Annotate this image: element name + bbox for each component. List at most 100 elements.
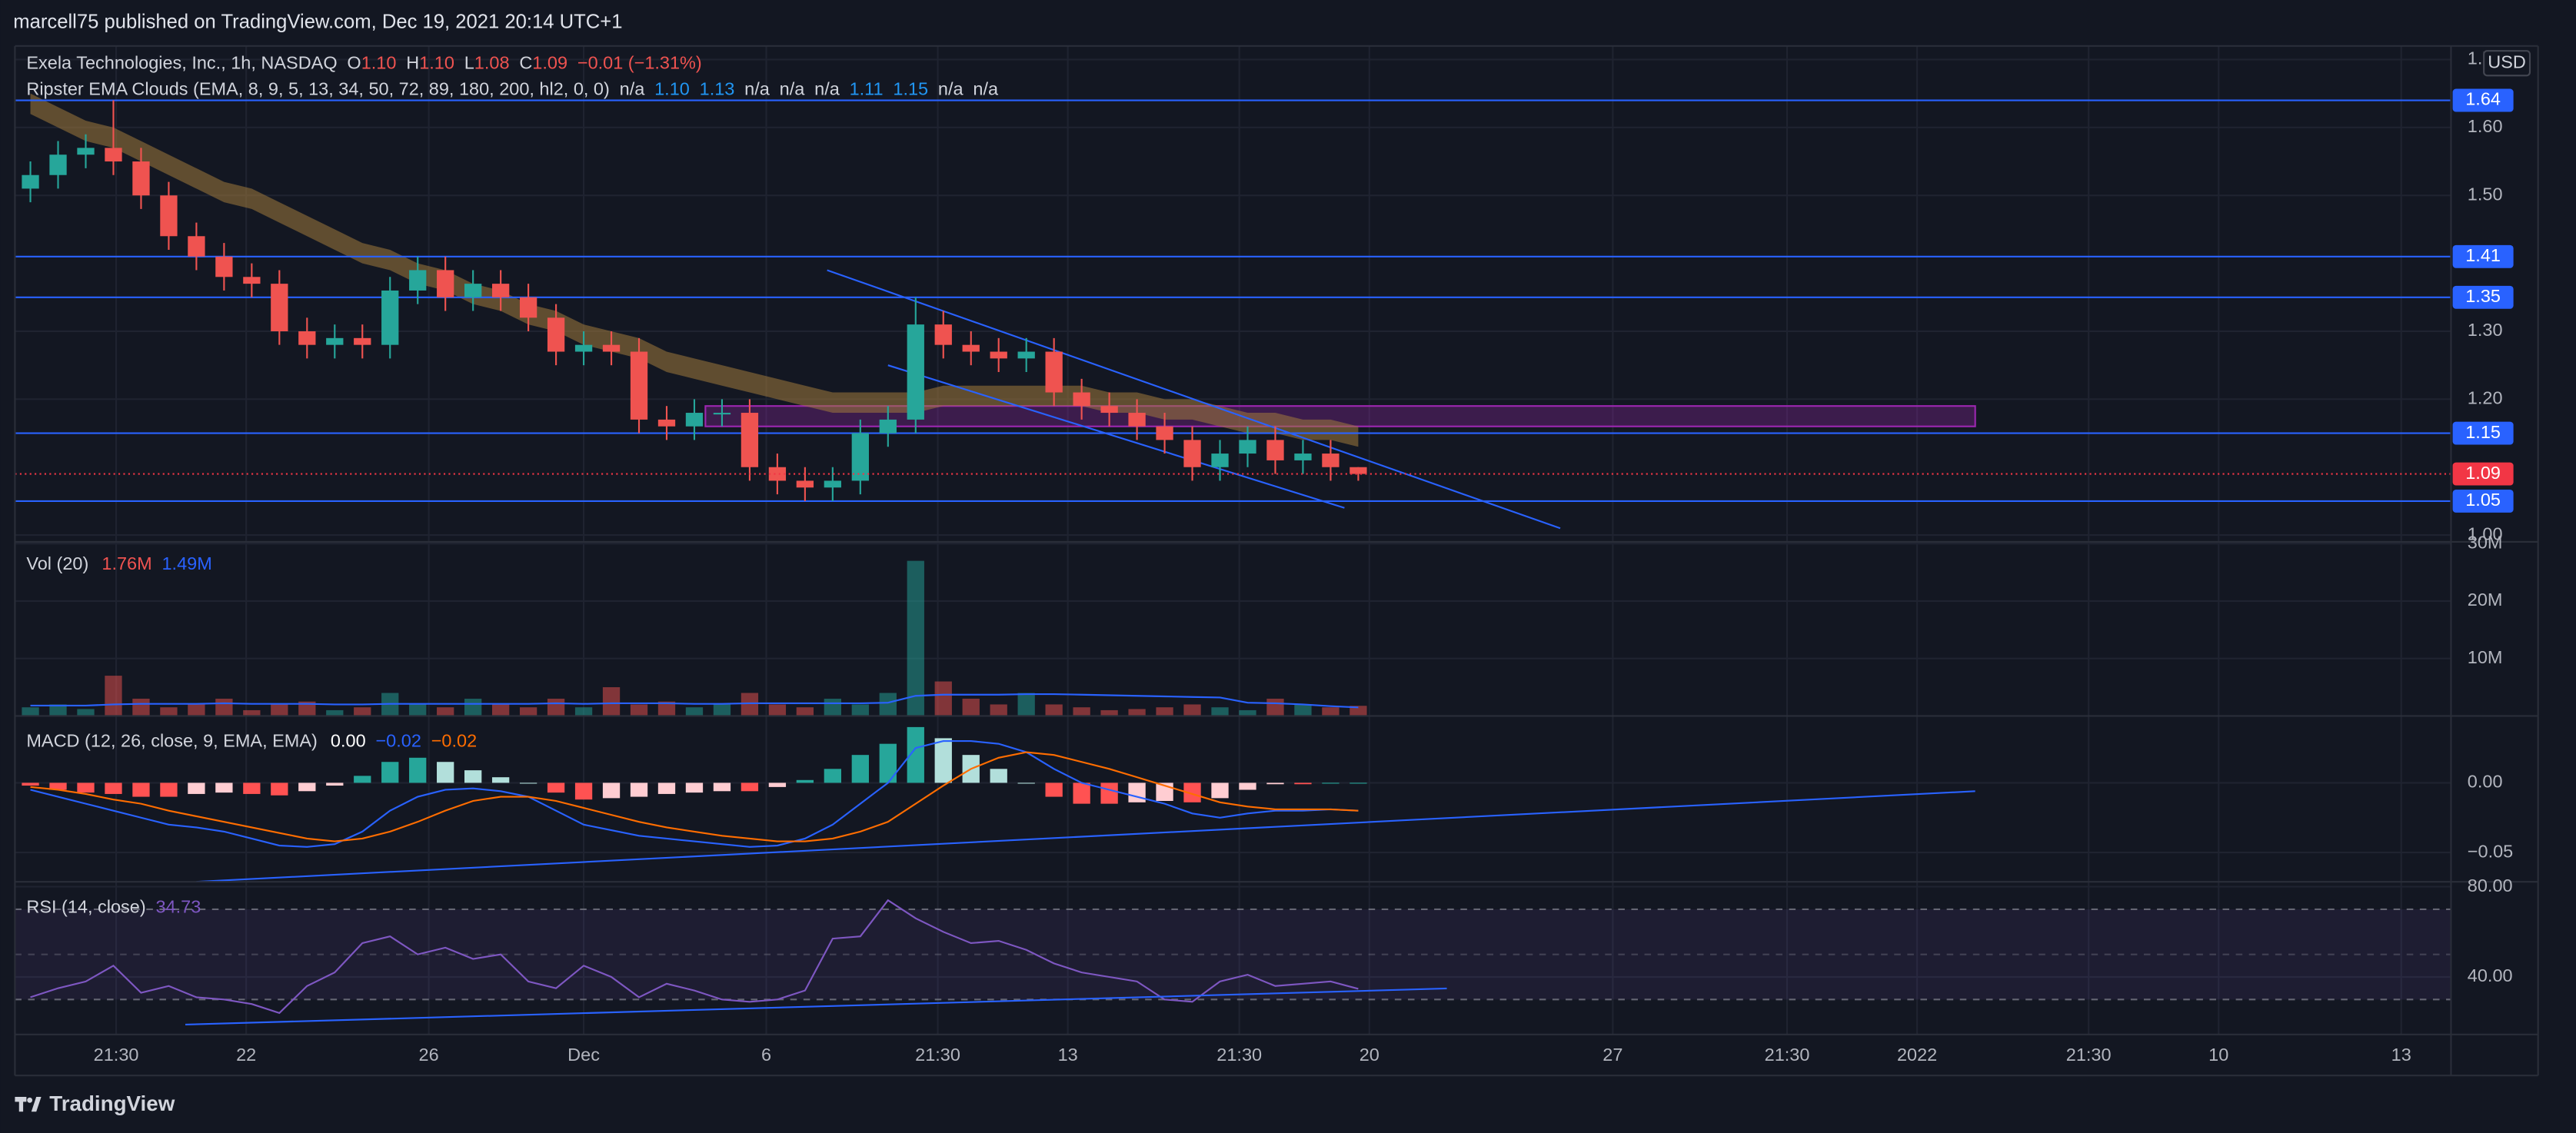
histogram-bar (574, 782, 593, 800)
ema-cloud (30, 93, 1359, 447)
volume-bar (602, 687, 621, 716)
candle-body (1350, 467, 1367, 474)
candle-body (796, 480, 814, 488)
price-tag (2452, 285, 2514, 309)
candle-body (1183, 440, 1201, 467)
histogram-bar (1239, 782, 1256, 790)
candle-body (464, 284, 482, 297)
histogram-bar (685, 782, 704, 793)
volume-bar (907, 560, 924, 716)
histogram-bar (630, 782, 648, 797)
candle-body (381, 290, 399, 345)
volume-bar (851, 704, 869, 716)
candle-body (824, 480, 842, 488)
volume-bar (1073, 707, 1090, 716)
legend-item: C (519, 53, 532, 73)
volume-bar (962, 698, 980, 716)
histogram-bar (381, 762, 399, 783)
candle-body (1294, 454, 1312, 460)
legend-item: Ripster EMA Clouds (EMA, 8, 9, 5, 13, 34… (26, 79, 609, 99)
x-tick-label: 26 (419, 1045, 439, 1065)
candle-body (437, 270, 454, 297)
y-tick-label: 0.00 (2468, 772, 2503, 792)
histogram-bar (547, 782, 565, 793)
legend-item: n/a (973, 79, 999, 99)
histogram-bar (1073, 782, 1090, 804)
grid (15, 45, 2451, 1035)
histogram-bar (132, 782, 150, 797)
volume-bar (409, 704, 427, 716)
legend-item: 0.00 (331, 731, 366, 751)
histogram-bar (796, 779, 814, 783)
candle-body (188, 236, 205, 257)
candle-body (491, 284, 510, 297)
x-tick-label: 21:30 (1216, 1045, 1262, 1065)
x-tick-label: 6 (761, 1045, 771, 1065)
legend: Exela Technologies, Inc., 1h, NASDAQ O1.1… (26, 53, 701, 73)
histogram-bar (768, 782, 787, 787)
histogram-bar (1294, 782, 1312, 785)
candle-body (741, 413, 759, 467)
legend: Ripster EMA Clouds (EMA, 8, 9, 5, 13, 34… (26, 79, 999, 99)
y-tick-label: 30M (2468, 532, 2503, 552)
x-tick-label: 21:30 (915, 1045, 960, 1065)
legend-item: RSI (14, close) (26, 897, 145, 917)
volume-bar (1322, 707, 1340, 716)
last-price-tag (2452, 462, 2514, 486)
price-tag-label: 1.41 (2465, 245, 2501, 265)
volume-bar (105, 676, 122, 716)
histogram-bar (49, 782, 67, 790)
candle-body (602, 344, 621, 352)
trendline (185, 987, 1447, 1025)
histogram-bar (879, 743, 897, 783)
histogram-bar (271, 782, 288, 796)
candle-body (1239, 440, 1256, 454)
candle-body (354, 337, 371, 345)
histogram-bar (1322, 782, 1340, 784)
candle-body (215, 256, 233, 277)
volume-pane (22, 560, 1367, 716)
histogram-bar (741, 782, 759, 792)
histogram-bar (519, 782, 537, 784)
legend-item: n/a (780, 79, 806, 99)
histogram-bar (409, 757, 427, 783)
candle-body (1100, 406, 1118, 414)
legend-item: 1.13 (700, 79, 735, 99)
volume-bar (547, 698, 565, 716)
legend-item: 1.11 (850, 79, 884, 99)
y-tick-label: 40.00 (2468, 965, 2513, 985)
candle-body (907, 324, 924, 420)
histogram-bar (824, 769, 842, 783)
candle-body (49, 154, 67, 175)
macd-line (30, 739, 1359, 848)
legend-item: 1.08 (474, 53, 510, 73)
legend-item: MACD (12, 26, close, 9, EMA, EMA) (26, 731, 317, 751)
legend-item: H (406, 53, 419, 73)
legend-item: n/a (620, 79, 646, 99)
histogram-bar (437, 762, 454, 783)
candle-body (1266, 440, 1284, 460)
volume-bar (1100, 709, 1118, 716)
histogram-bar (464, 770, 482, 783)
x-tick-label: 20 (1360, 1045, 1380, 1065)
candle-body (1017, 351, 1035, 359)
histogram-bar (105, 782, 122, 794)
x-tick-label: 21:30 (94, 1045, 139, 1065)
footer-logo (15, 1097, 42, 1112)
volume-bar (243, 709, 261, 716)
rsi-line (30, 899, 1359, 1015)
histogram-bar (713, 782, 731, 792)
volume-bar (990, 704, 1007, 716)
candle-body (630, 351, 648, 420)
price-tag (2452, 88, 2514, 112)
legend-item: n/a (814, 79, 840, 99)
legend-item: L (464, 53, 474, 73)
rsi-pane (15, 899, 2451, 1025)
legend-item: 1.09 (532, 53, 567, 73)
x-tick-label: 13 (1058, 1045, 1078, 1065)
histogram-bar (1045, 782, 1063, 797)
trendline (887, 364, 1345, 509)
y-tick-label: 1.20 (2468, 388, 2503, 408)
volume-bar (491, 704, 510, 716)
volume-bar (354, 707, 371, 716)
